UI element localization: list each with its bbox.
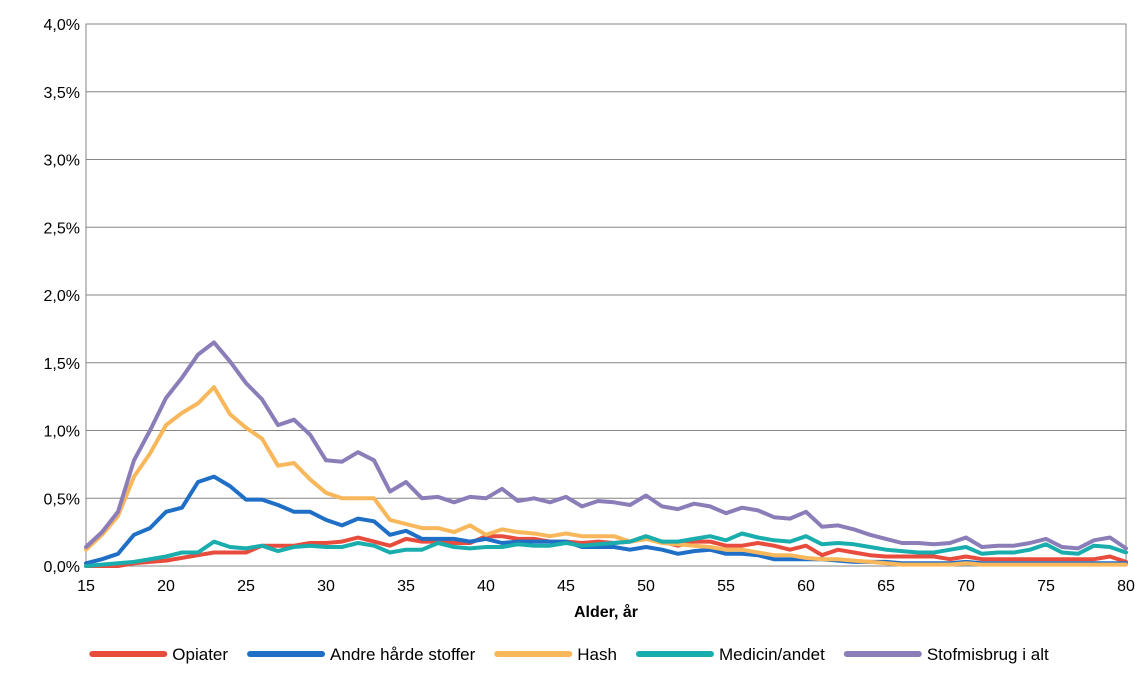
y-axis-tick-labels: 0,0% 0,5% 1,0% 1,5% 2,0% 2,5% 3,0% 3,5% 4,0% [44, 17, 80, 576]
legend-label: Opiater [172, 645, 228, 664]
legend-label: Hash [577, 645, 617, 664]
plot-area-border [85, 23, 1127, 567]
legend-label: Stofmisbrug i alt [927, 645, 1049, 664]
x-tick-label: 15 [77, 578, 95, 595]
series-line-2 [84, 385, 1128, 567]
x-tick-label: 70 [957, 578, 975, 595]
x-tick-label: 20 [157, 578, 175, 595]
x-tick-label: 45 [557, 578, 575, 595]
y-tick-label: 2,5% [44, 220, 80, 237]
legend-label: Andre hårde stoffer [330, 645, 476, 664]
series-lines [84, 340, 1128, 568]
x-tick-label: 80 [1117, 578, 1135, 595]
x-tick-label: 40 [477, 578, 495, 595]
x-tick-label: 50 [637, 578, 655, 595]
x-tick-label: 75 [1037, 578, 1055, 595]
x-axis-title: Alder, år [574, 603, 638, 621]
x-tick-label: 55 [717, 578, 735, 595]
x-axis-tick-labels: 15 20 25 30 35 40 45 50 55 60 65 70 75 80 [77, 578, 1135, 595]
series-line-4 [84, 340, 1128, 551]
y-tick-label: 3,0% [44, 153, 80, 170]
gridlines [86, 23, 1126, 567]
legend-item: Medicin/andet [635, 645, 825, 664]
y-tick-label: 3,5% [44, 85, 80, 102]
y-tick-label: 1,5% [44, 356, 80, 373]
y-tick-label: 0,5% [44, 491, 80, 508]
x-tick-label: 30 [317, 578, 335, 595]
legend-item: Hash [494, 645, 617, 664]
legend-item: Andre hårde stoffer [247, 645, 476, 664]
x-tick-label: 60 [797, 578, 815, 595]
y-tick-label: 4,0% [44, 17, 80, 34]
y-tick-label: 1,0% [44, 424, 80, 441]
legend: Opiater Andre hårde stoffer Hash Medicin/an… [89, 645, 1049, 664]
series-line-3 [84, 531, 1128, 568]
x-tick-label: 65 [877, 578, 895, 595]
legend-label: Medicin/andet [719, 645, 825, 664]
y-tick-label: 0,0% [44, 559, 80, 576]
x-tick-label: 35 [397, 578, 415, 595]
x-tick-label: 25 [237, 578, 255, 595]
legend-item: Stofmisbrug i alt [843, 645, 1049, 664]
legend-item: Opiater [89, 645, 228, 664]
y-tick-label: 2,0% [44, 288, 80, 305]
